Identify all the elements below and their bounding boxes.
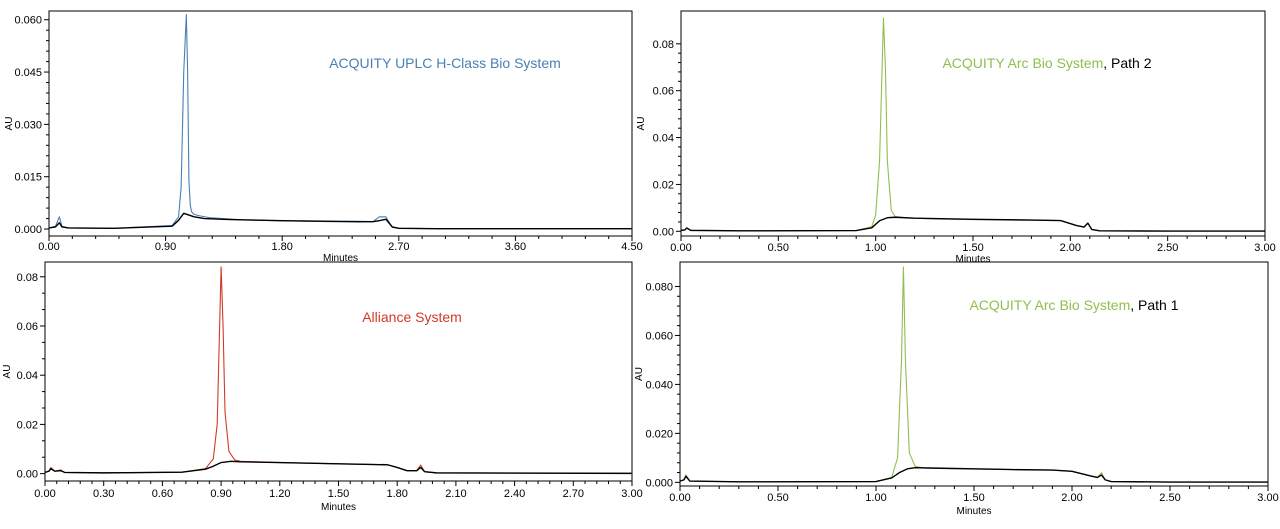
x-axis-title: Minutes bbox=[321, 502, 356, 513]
x-tick-label: 0.00 bbox=[34, 488, 55, 500]
x-tick-label: 2.70 bbox=[388, 241, 409, 253]
y-tick-label: 0.06 bbox=[17, 321, 38, 333]
chart-h-class-bio: 0.000 0.015 0.030 0.045 0.060 0.00 0.90 1.80 2.7… bbox=[4, 10, 643, 264]
x-tick-label: 1.50 bbox=[328, 488, 349, 500]
x-tick-label: 3.60 bbox=[505, 241, 526, 253]
x-tick-label: 3.00 bbox=[621, 488, 642, 500]
y-axis-title: AU bbox=[636, 117, 647, 131]
x-tick-label: 2.00 bbox=[1060, 242, 1081, 254]
y-tick-label: 0.000 bbox=[14, 224, 42, 236]
chart-arc-bio-path-2: 0.00 0.02 0.04 0.06 0.08 0.00 0.50 1.00 1.50 2.00… bbox=[636, 10, 1276, 265]
x-tick-label: 2.50 bbox=[1159, 492, 1180, 504]
annotation-part: , Path 1 bbox=[1130, 297, 1178, 313]
y-tick-label: 0.08 bbox=[653, 39, 674, 51]
y-axis-title: AU bbox=[2, 365, 13, 379]
y-tick-label: 0.060 bbox=[645, 330, 673, 342]
y-tick-label: 0.000 bbox=[645, 477, 673, 489]
x-tick-label: 0.90 bbox=[210, 488, 231, 500]
y-tick-label: 0.02 bbox=[17, 419, 38, 431]
y-axis-title: AU bbox=[634, 367, 645, 381]
annotation-part: ACQUITY Arc Bio System bbox=[969, 297, 1130, 313]
y-tick-label: 0.06 bbox=[653, 86, 674, 98]
chart-annotation: Alliance System bbox=[362, 309, 462, 325]
x-tick-label: 0.00 bbox=[670, 242, 691, 254]
y-tick-label: 0.04 bbox=[653, 133, 674, 145]
x-tick-label: 0.30 bbox=[93, 488, 114, 500]
y-tick-label: 0.08 bbox=[17, 272, 38, 284]
x-tick-label: 4.50 bbox=[621, 241, 642, 253]
chart-annotation: ACQUITY UPLC H-Class Bio System bbox=[329, 55, 561, 71]
chart-arc-bio-path-1: 0.000 0.020 0.040 0.060 0.080 0.00 0.50 1.00 1.5… bbox=[634, 261, 1279, 517]
series-line-1 bbox=[49, 212, 632, 230]
y-tick-label: 0.040 bbox=[645, 379, 673, 391]
chart-alliance: 0.00 0.02 0.04 0.06 0.08 0.00 0.30 0.60 0.90 1.20… bbox=[2, 261, 643, 513]
plot-frame bbox=[680, 10, 1266, 237]
annotation-part: ACQUITY Arc Bio System bbox=[942, 55, 1103, 71]
y-tick-label: 0.02 bbox=[653, 179, 674, 191]
x-tick-label: 1.80 bbox=[386, 488, 407, 500]
plot-frame bbox=[48, 10, 633, 237]
series-line-0 bbox=[49, 13, 632, 230]
x-tick-label: 1.50 bbox=[963, 492, 984, 504]
x-axis-title: Minutes bbox=[956, 506, 991, 517]
chart-annotation: ACQUITY Arc Bio System, Path 2 bbox=[942, 55, 1151, 71]
annotation-part: , Path 2 bbox=[1103, 55, 1151, 71]
y-tick-label: 0.045 bbox=[14, 67, 42, 79]
x-axis-title: Minutes bbox=[955, 254, 990, 265]
y-tick-label: 0.060 bbox=[14, 15, 42, 27]
x-tick-label: 0.50 bbox=[768, 242, 789, 254]
y-tick-label: 0.015 bbox=[14, 172, 42, 184]
y-tick-label: 0.00 bbox=[653, 226, 674, 238]
y-tick-label: 0.020 bbox=[645, 428, 673, 440]
x-tick-label: 1.00 bbox=[865, 242, 886, 254]
y-tick-label: 0.030 bbox=[14, 119, 42, 131]
x-tick-label: 3.00 bbox=[1254, 242, 1275, 254]
x-tick-label: 0.50 bbox=[767, 492, 788, 504]
annotation-part: ACQUITY UPLC H-Class Bio System bbox=[329, 55, 561, 71]
x-tick-label: 0.00 bbox=[669, 492, 690, 504]
x-tick-label: 0.00 bbox=[38, 241, 59, 253]
annotation-part: Alliance System bbox=[362, 309, 462, 325]
series-line-0 bbox=[681, 17, 1265, 232]
x-tick-label: 2.10 bbox=[445, 488, 466, 500]
y-tick-label: 0.00 bbox=[17, 469, 38, 481]
x-tick-label: 2.70 bbox=[563, 488, 584, 500]
x-axis-title: Minutes bbox=[323, 253, 358, 264]
x-tick-label: 1.20 bbox=[269, 488, 290, 500]
x-tick-label: 2.00 bbox=[1061, 492, 1082, 504]
series-line-1 bbox=[45, 460, 632, 475]
series-line-1 bbox=[680, 466, 1268, 483]
chart-annotation: ACQUITY Arc Bio System, Path 1 bbox=[969, 297, 1178, 313]
y-tick-label: 0.080 bbox=[645, 281, 673, 293]
x-tick-label: 3.00 bbox=[1257, 492, 1278, 504]
x-tick-label: 0.60 bbox=[152, 488, 173, 500]
x-tick-label: 1.80 bbox=[271, 241, 292, 253]
series-line-0 bbox=[45, 266, 632, 474]
y-tick-label: 0.04 bbox=[17, 370, 38, 382]
x-tick-label: 0.90 bbox=[155, 241, 176, 253]
plot-frame bbox=[679, 261, 1269, 487]
plot-frame bbox=[44, 261, 633, 482]
x-tick-label: 1.50 bbox=[962, 242, 983, 254]
x-tick-label: 2.40 bbox=[504, 488, 525, 500]
x-tick-label: 1.00 bbox=[865, 492, 886, 504]
y-axis-title: AU bbox=[4, 117, 15, 131]
x-tick-label: 2.50 bbox=[1157, 242, 1178, 254]
series-line-1 bbox=[681, 216, 1265, 232]
